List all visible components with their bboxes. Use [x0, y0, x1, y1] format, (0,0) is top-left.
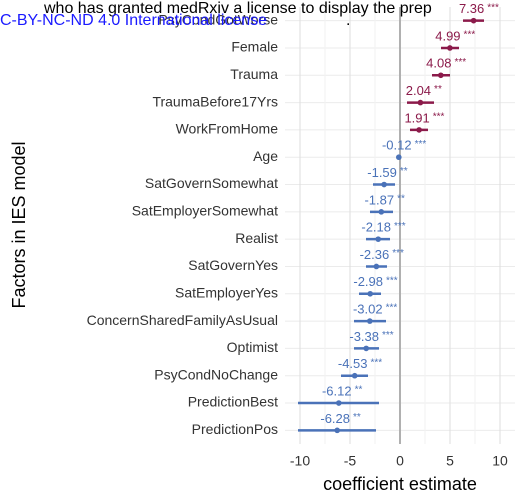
- overlay-text: who has granted medRxiv a license to dis…: [43, 0, 432, 17]
- significance-stars: **: [397, 193, 405, 204]
- y-tick-label: PsyCondNoChange: [154, 366, 278, 382]
- significance-stars: ***: [487, 2, 499, 13]
- value-label: -3.02: [353, 302, 383, 317]
- x-tick-label: 0: [396, 453, 404, 469]
- significance-stars: ***: [371, 357, 383, 368]
- y-axis-title: Factors in IES model: [9, 141, 29, 308]
- y-tick-label: PsyCondGotWorse: [158, 11, 278, 27]
- x-tick-label: -5: [344, 453, 357, 469]
- significance-stars: **: [434, 84, 442, 95]
- value-label: -2.98: [353, 274, 383, 289]
- point: [447, 45, 453, 51]
- point: [367, 290, 374, 297]
- x-tick-label: -10: [290, 453, 310, 469]
- y-tick-label: SatEmployerSomewhat: [132, 203, 278, 219]
- y-tick-label: PredictionPos: [192, 421, 278, 437]
- y-tick-label: ConcernSharedFamilyAsUsual: [87, 312, 278, 328]
- value-label: 4.08: [426, 56, 451, 71]
- y-tick-label: Age: [253, 148, 278, 164]
- point: [363, 345, 370, 352]
- y-tick-label: SatGovernSomewhat: [145, 175, 278, 191]
- value-label: 1.91: [404, 110, 429, 125]
- point: [438, 72, 444, 79]
- y-tick-label: Optimist: [227, 339, 278, 355]
- significance-stars: ***: [382, 330, 394, 341]
- y-tick-label: Trauma: [230, 66, 278, 82]
- y-tick-label: SatGovernYes: [188, 257, 278, 273]
- y-tick-label: PredictionBest: [188, 394, 278, 410]
- significance-stars: ***: [454, 57, 466, 68]
- value-label: 7.36: [459, 1, 484, 16]
- point: [334, 427, 341, 434]
- overlay-text: .: [346, 12, 350, 29]
- point: [470, 17, 477, 24]
- point: [375, 236, 382, 242]
- value-label: 2.04: [406, 83, 431, 98]
- y-tick-label: Realist: [235, 230, 278, 246]
- y-tick-label: Female: [231, 39, 278, 55]
- value-label: -6.28: [320, 411, 350, 426]
- x-tick-label: 10: [492, 453, 508, 469]
- value-label: -0.12: [382, 138, 412, 153]
- point: [351, 372, 358, 379]
- value-label: -3.38: [349, 329, 379, 344]
- value-label: -2.18: [361, 220, 391, 235]
- x-axis-title: coefficient estimate: [323, 474, 477, 494]
- value-label: -6.12: [322, 383, 352, 398]
- point: [378, 209, 385, 215]
- value-label: -4.53: [338, 356, 368, 371]
- y-tick-label: TraumaBefore17Yrs: [152, 93, 278, 109]
- significance-stars: ***: [415, 139, 427, 150]
- significance-stars: ***: [433, 112, 445, 123]
- significance-stars: **: [355, 385, 363, 396]
- point: [417, 99, 424, 106]
- point: [416, 127, 422, 133]
- point: [396, 154, 402, 161]
- value-label: -2.36: [360, 247, 390, 262]
- significance-stars: ***: [386, 275, 398, 286]
- value-label: 4.99: [435, 28, 460, 43]
- significance-stars: **: [400, 166, 408, 177]
- significance-stars: ***: [394, 221, 406, 232]
- overlay-link: C-BY-NC-ND 4.0 International license: [0, 12, 267, 29]
- y-tick-label: SatEmployerYes: [175, 284, 278, 300]
- significance-stars: ***: [386, 303, 398, 314]
- value-label: -1.87: [364, 192, 394, 207]
- y-tick-label: WorkFromHome: [176, 121, 279, 137]
- significance-stars: ***: [392, 248, 404, 259]
- point: [381, 181, 387, 188]
- significance-stars: ***: [464, 30, 476, 41]
- x-tick-label: 5: [446, 453, 454, 469]
- point: [373, 263, 380, 270]
- value-label: -1.59: [367, 165, 397, 180]
- significance-stars: **: [353, 412, 361, 423]
- point: [367, 318, 373, 324]
- point: [336, 400, 342, 406]
